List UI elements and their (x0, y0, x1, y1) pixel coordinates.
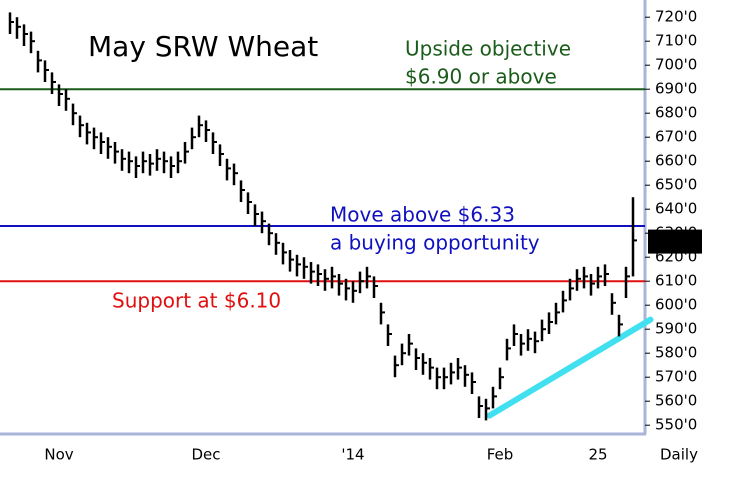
last-price-label: 626'4 (656, 232, 702, 250)
y-tick-label: 690'0 (655, 80, 697, 98)
annotation: $6.90 or above (405, 65, 557, 89)
y-tick-label: 560'0 (655, 392, 697, 410)
y-tick-label: 680'0 (655, 104, 697, 122)
x-tick-label: '14 (341, 446, 364, 464)
y-tick-label: 670'0 (655, 128, 697, 146)
y-tick-label: 640'0 (655, 200, 697, 218)
y-tick-label: 550'0 (655, 416, 697, 434)
y-tick-label: 660'0 (655, 152, 697, 170)
x-tick-label: Feb (487, 446, 514, 464)
y-tick-label: 610'0 (655, 272, 697, 290)
x-tick-label: Nov (44, 446, 73, 464)
annotation: Support at $6.10 (112, 289, 281, 313)
annotation: Upside objective (405, 37, 571, 61)
trendline (486, 316, 654, 419)
y-tick-label: 600'0 (655, 296, 697, 314)
last-price-box (648, 229, 702, 254)
y-tick-label: 590'0 (655, 320, 697, 338)
annotation: a buying opportunity (330, 231, 540, 255)
y-tick-label: 720'0 (655, 8, 697, 26)
x-axis-label: Daily (660, 446, 698, 464)
x-tick-label: 25 (588, 446, 607, 464)
y-tick-label: 700'0 (655, 56, 697, 74)
y-tick-label: 580'0 (655, 344, 697, 362)
y-tick-label: 570'0 (655, 368, 697, 386)
annotation: Move above $6.33 (330, 203, 515, 227)
x-tick-label: Dec (191, 446, 220, 464)
chart-title: May SRW Wheat (88, 30, 318, 63)
y-tick-label: 710'0 (655, 32, 697, 50)
y-tick-label: 650'0 (655, 176, 697, 194)
